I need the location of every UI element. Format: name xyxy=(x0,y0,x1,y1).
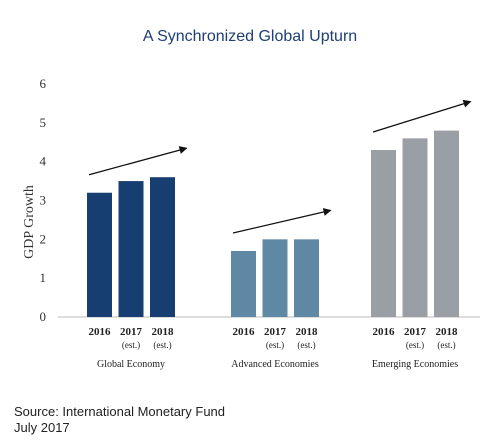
x-tick-label: 2018 xyxy=(296,326,319,338)
x-tick-sublabel: (est.) xyxy=(437,340,455,350)
group-label: Global Economy xyxy=(97,359,165,370)
x-tick-label: 2016 xyxy=(373,326,396,338)
y-axis-label: GDP Growth xyxy=(22,185,37,259)
source-note: Source: International Monetary Fund July… xyxy=(14,404,225,436)
y-tick-label: 0 xyxy=(40,309,47,324)
bar xyxy=(402,138,428,317)
x-tick-label: 2017 xyxy=(404,326,427,338)
y-tick-label: 1 xyxy=(40,270,47,285)
y-tick-label: 5 xyxy=(40,115,47,130)
bar xyxy=(150,177,175,317)
trend-arrow xyxy=(372,99,472,133)
bar xyxy=(231,250,256,317)
x-tick-sublabel: (est.) xyxy=(153,340,171,350)
x-tick-sublabel: (est.) xyxy=(297,340,315,350)
trend-arrow xyxy=(232,208,332,234)
x-tick-label: 2016 xyxy=(233,326,256,338)
source-date: July 2017 xyxy=(14,420,70,435)
bars xyxy=(87,130,459,317)
bar xyxy=(118,181,144,317)
x-tick-sublabel: (est.) xyxy=(266,340,284,350)
y-tick-label: 3 xyxy=(40,193,47,208)
group-label: Advanced Economies xyxy=(231,359,319,370)
x-tick-label: 2016 xyxy=(89,326,112,338)
x-tick-label: 2018 xyxy=(436,326,459,338)
x-tick-labels: 2016 2017 (est.) 2018 (est.) Global Economy 20… xyxy=(89,326,459,370)
x-tick-label: 2017 xyxy=(120,326,143,338)
y-ticks: 0 1 2 3 4 5 6 xyxy=(40,76,47,324)
source-line: Source: International Monetary Fund xyxy=(14,404,226,419)
bar xyxy=(371,150,396,317)
x-tick-sublabel: (est.) xyxy=(406,340,424,350)
bar xyxy=(434,130,459,317)
bar xyxy=(87,192,112,317)
x-tick-label: 2017 xyxy=(264,326,287,338)
y-tick-label: 4 xyxy=(40,154,47,169)
bar xyxy=(262,239,288,317)
x-tick-sublabel: (est.) xyxy=(122,340,140,350)
trend-arrows xyxy=(88,99,472,234)
y-tick-label: 2 xyxy=(40,231,47,246)
x-tick-label: 2018 xyxy=(152,326,175,338)
chart-title: A Synchronized Global Upturn xyxy=(143,28,357,45)
trend-arrow xyxy=(88,146,188,176)
bar xyxy=(294,239,319,317)
group-label: Emerging Economies xyxy=(372,359,458,370)
y-tick-label: 6 xyxy=(40,76,47,91)
